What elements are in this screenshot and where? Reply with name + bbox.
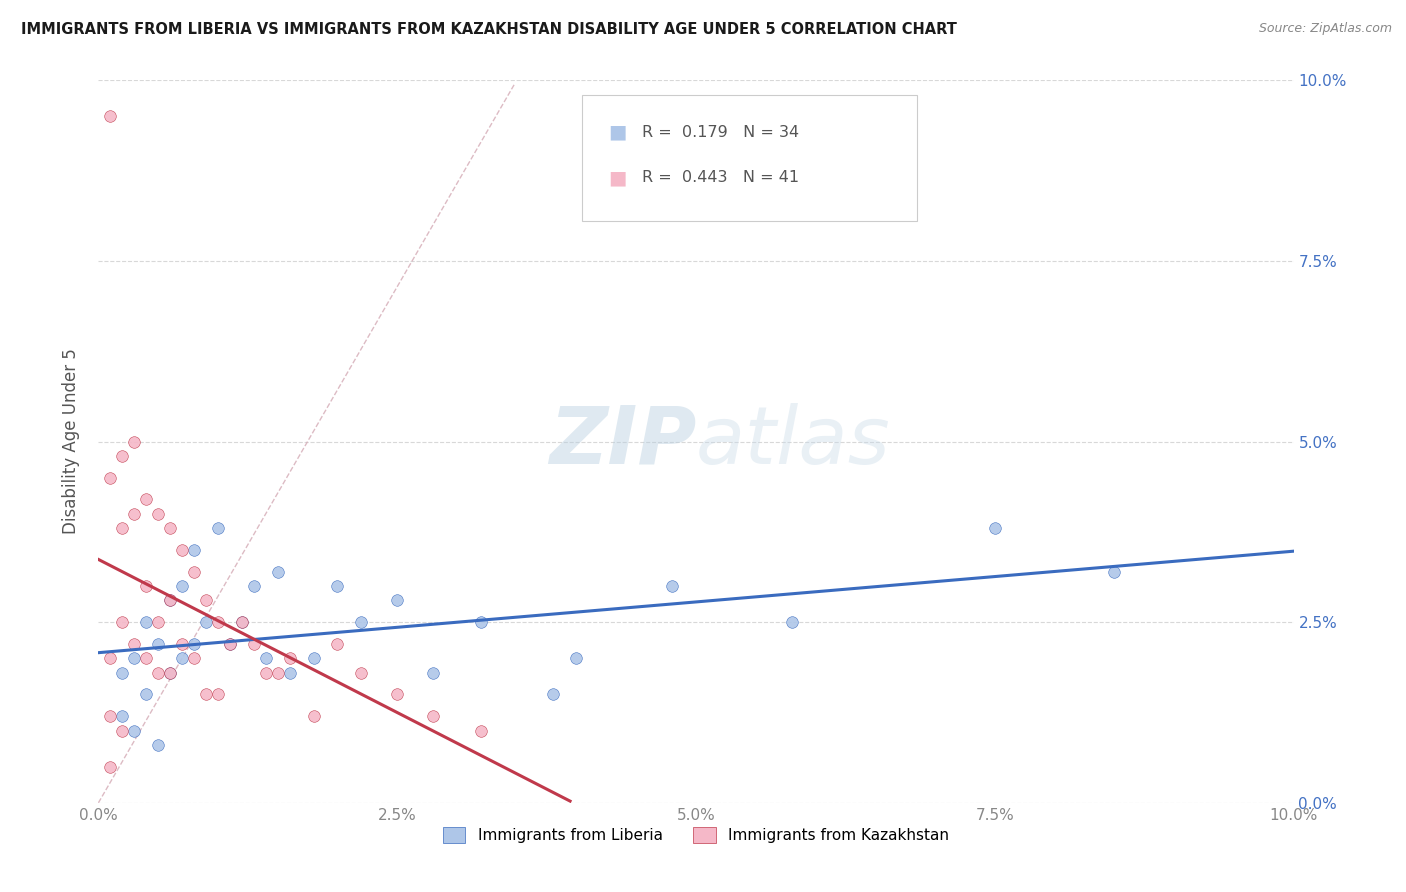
Point: [159, 521, 181, 535]
Point: [135, 651, 157, 665]
Point: [219, 637, 242, 651]
Text: ZIP: ZIP: [548, 402, 696, 481]
Point: [111, 723, 134, 738]
Point: [267, 565, 290, 579]
Point: [98, 109, 122, 123]
Point: [159, 593, 181, 607]
Point: [159, 665, 181, 680]
Point: [422, 665, 444, 680]
Point: [195, 687, 218, 701]
Point: [565, 651, 588, 665]
Point: [183, 637, 205, 651]
Point: [243, 579, 266, 593]
Point: [231, 615, 253, 630]
Point: [111, 709, 134, 723]
Point: [98, 651, 122, 665]
Point: [302, 709, 325, 723]
Point: [111, 665, 134, 680]
Y-axis label: Disability Age Under 5: Disability Age Under 5: [62, 349, 80, 534]
Point: [254, 665, 277, 680]
Point: [124, 507, 146, 521]
Point: [661, 579, 683, 593]
Text: Source: ZipAtlas.com: Source: ZipAtlas.com: [1258, 22, 1392, 36]
Point: [207, 521, 229, 535]
Point: [159, 665, 181, 680]
Text: atlas: atlas: [696, 402, 891, 481]
Point: [183, 651, 205, 665]
Text: R =  0.179   N = 34: R = 0.179 N = 34: [643, 125, 800, 140]
Text: ■: ■: [609, 169, 627, 187]
FancyBboxPatch shape: [582, 95, 917, 221]
Point: [470, 723, 492, 738]
Text: IMMIGRANTS FROM LIBERIA VS IMMIGRANTS FROM KAZAKHSTAN DISABILITY AGE UNDER 5 COR: IMMIGRANTS FROM LIBERIA VS IMMIGRANTS FR…: [21, 22, 957, 37]
Point: [219, 637, 242, 651]
Point: [385, 593, 409, 607]
Point: [984, 521, 1007, 535]
Point: [350, 615, 373, 630]
Point: [135, 615, 157, 630]
Point: [172, 542, 194, 557]
Point: [1104, 565, 1126, 579]
Point: [172, 651, 194, 665]
Point: [135, 492, 157, 507]
Point: [780, 615, 803, 630]
Point: [135, 687, 157, 701]
Point: [326, 637, 349, 651]
Point: [148, 507, 170, 521]
Legend: Immigrants from Liberia, Immigrants from Kazakhstan: Immigrants from Liberia, Immigrants from…: [436, 822, 956, 849]
Point: [195, 593, 218, 607]
Point: [195, 615, 218, 630]
Point: [148, 615, 170, 630]
Point: [254, 651, 277, 665]
Point: [385, 687, 409, 701]
Point: [124, 434, 146, 449]
Point: [302, 651, 325, 665]
Point: [148, 637, 170, 651]
Point: [98, 709, 122, 723]
Point: [231, 615, 253, 630]
Point: [183, 565, 205, 579]
Point: [326, 579, 349, 593]
Text: R =  0.443   N = 41: R = 0.443 N = 41: [643, 170, 800, 186]
Point: [124, 651, 146, 665]
Point: [172, 637, 194, 651]
Point: [111, 521, 134, 535]
Point: [470, 615, 492, 630]
Point: [243, 637, 266, 651]
Point: [278, 665, 301, 680]
Point: [159, 593, 181, 607]
Point: [124, 637, 146, 651]
Point: [350, 665, 373, 680]
Point: [267, 665, 290, 680]
Point: [124, 723, 146, 738]
Point: [172, 579, 194, 593]
Point: [183, 542, 205, 557]
Point: [135, 579, 157, 593]
Point: [111, 449, 134, 463]
Point: [422, 709, 444, 723]
Point: [148, 665, 170, 680]
Text: ■: ■: [609, 123, 627, 142]
Point: [207, 615, 229, 630]
Point: [207, 687, 229, 701]
Point: [541, 687, 564, 701]
Point: [98, 471, 122, 485]
Point: [148, 738, 170, 752]
Point: [111, 615, 134, 630]
Point: [98, 760, 122, 774]
Point: [278, 651, 301, 665]
